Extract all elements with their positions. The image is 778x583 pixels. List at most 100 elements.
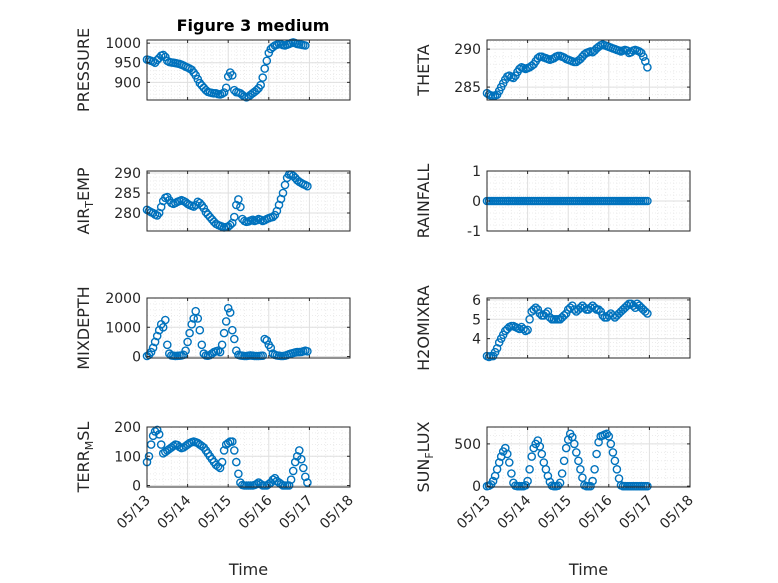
- data-point: [598, 311, 608, 320]
- data-point: [643, 309, 652, 318]
- axes-box: [146, 426, 351, 488]
- data-point: [537, 449, 547, 459]
- axes-box: [146, 297, 351, 359]
- data-point: [185, 328, 194, 338]
- data-point: [268, 212, 278, 222]
- data-point: [169, 441, 178, 451]
- y-axis-label: TERRMSL: [74, 422, 96, 494]
- data-point: [574, 456, 583, 466]
- data-point: [195, 325, 205, 335]
- y-tick-label: -1: [467, 224, 481, 240]
- plot-area: [487, 427, 690, 487]
- data-point: [586, 481, 595, 491]
- y-tick-label: 200: [114, 420, 141, 436]
- data-point: [590, 303, 599, 313]
- data-point: [270, 210, 280, 220]
- data-point: [509, 73, 518, 83]
- data-point: [519, 324, 528, 334]
- data-point: [580, 303, 589, 313]
- data-point: [195, 198, 205, 208]
- data-point: [494, 458, 504, 467]
- y-tick-label: 285: [454, 80, 481, 96]
- data-point: [197, 340, 207, 350]
- data-point: [221, 83, 231, 93]
- data-point: [626, 47, 636, 57]
- y-tick-label: 0: [472, 479, 481, 495]
- data-point: [229, 212, 239, 222]
- x-axis-label: Time: [568, 560, 608, 579]
- data-point: [561, 443, 571, 453]
- data-point: [262, 56, 272, 66]
- series-markers: [482, 299, 652, 362]
- plot-area: [147, 40, 350, 100]
- data-point: [152, 331, 162, 341]
- y-tick-label: 1000: [105, 36, 141, 52]
- data-point: [565, 303, 575, 313]
- y-tick-label: 1: [472, 164, 481, 180]
- major-grid: [147, 171, 350, 231]
- figure-title: Figure 3 medium: [177, 16, 330, 35]
- y-axis-label: AIRTEMP: [74, 167, 96, 234]
- data-point: [594, 305, 603, 314]
- y-axis-label: PRESSURE: [74, 28, 93, 112]
- data-point: [543, 307, 553, 316]
- y-axis-label: RAINFALL: [414, 164, 433, 239]
- data-point: [193, 314, 203, 323]
- data-point: [492, 343, 502, 353]
- y-tick-label: 0: [132, 350, 141, 366]
- data-point: [199, 349, 209, 358]
- data-point: [504, 458, 514, 467]
- data-point: [223, 303, 233, 313]
- y-tick-label: 500: [454, 437, 481, 453]
- data-point: [521, 480, 530, 490]
- series-markers: [482, 40, 652, 101]
- data-point: [236, 202, 245, 212]
- axes-box: [486, 39, 691, 101]
- data-point: [152, 211, 162, 220]
- data-point: [557, 469, 567, 478]
- data-point: [606, 439, 616, 449]
- data-point: [502, 449, 512, 459]
- y-tick-label: 285: [114, 186, 141, 202]
- data-point: [294, 446, 304, 455]
- data-point: [529, 305, 539, 314]
- data-point: [219, 88, 229, 97]
- y-axis-label: SUNFLUX: [414, 421, 436, 492]
- data-point: [643, 481, 652, 491]
- data-point: [144, 451, 154, 461]
- data-point: [219, 446, 229, 455]
- data-point: [594, 42, 603, 52]
- data-point: [525, 314, 534, 324]
- data-point: [276, 479, 286, 489]
- data-point: [229, 334, 239, 344]
- data-point: [635, 47, 644, 56]
- data-point: [156, 440, 166, 449]
- data-point: [643, 63, 652, 72]
- y-tick-label: 900: [114, 75, 141, 91]
- data-point: [296, 454, 306, 464]
- data-point: [527, 452, 537, 461]
- data-point: [523, 325, 532, 335]
- y-tick-label: 0: [472, 194, 481, 210]
- data-point: [602, 429, 612, 439]
- y-tick-label: 290: [454, 42, 481, 58]
- data-point: [152, 425, 162, 435]
- subplot-theta: 285 290 THETA: [414, 39, 691, 101]
- data-point: [154, 429, 164, 439]
- data-point: [252, 85, 261, 95]
- subplot-pressure: 900 950 1000 PRESSURE: [74, 28, 351, 112]
- data-point: [559, 311, 569, 320]
- data-point: [217, 340, 227, 350]
- series-markers: [142, 38, 310, 102]
- y-tick-label: 5: [472, 312, 481, 328]
- data-point: [162, 340, 172, 350]
- y-tick-label: 6: [472, 293, 481, 309]
- y-axis-label: MIXDEPTH: [74, 286, 93, 369]
- data-point: [252, 479, 261, 489]
- data-point: [639, 52, 648, 62]
- data-point: [288, 466, 298, 476]
- data-point: [256, 479, 266, 489]
- data-point: [643, 196, 652, 206]
- axes-box: [146, 170, 351, 232]
- data-point: [234, 469, 243, 479]
